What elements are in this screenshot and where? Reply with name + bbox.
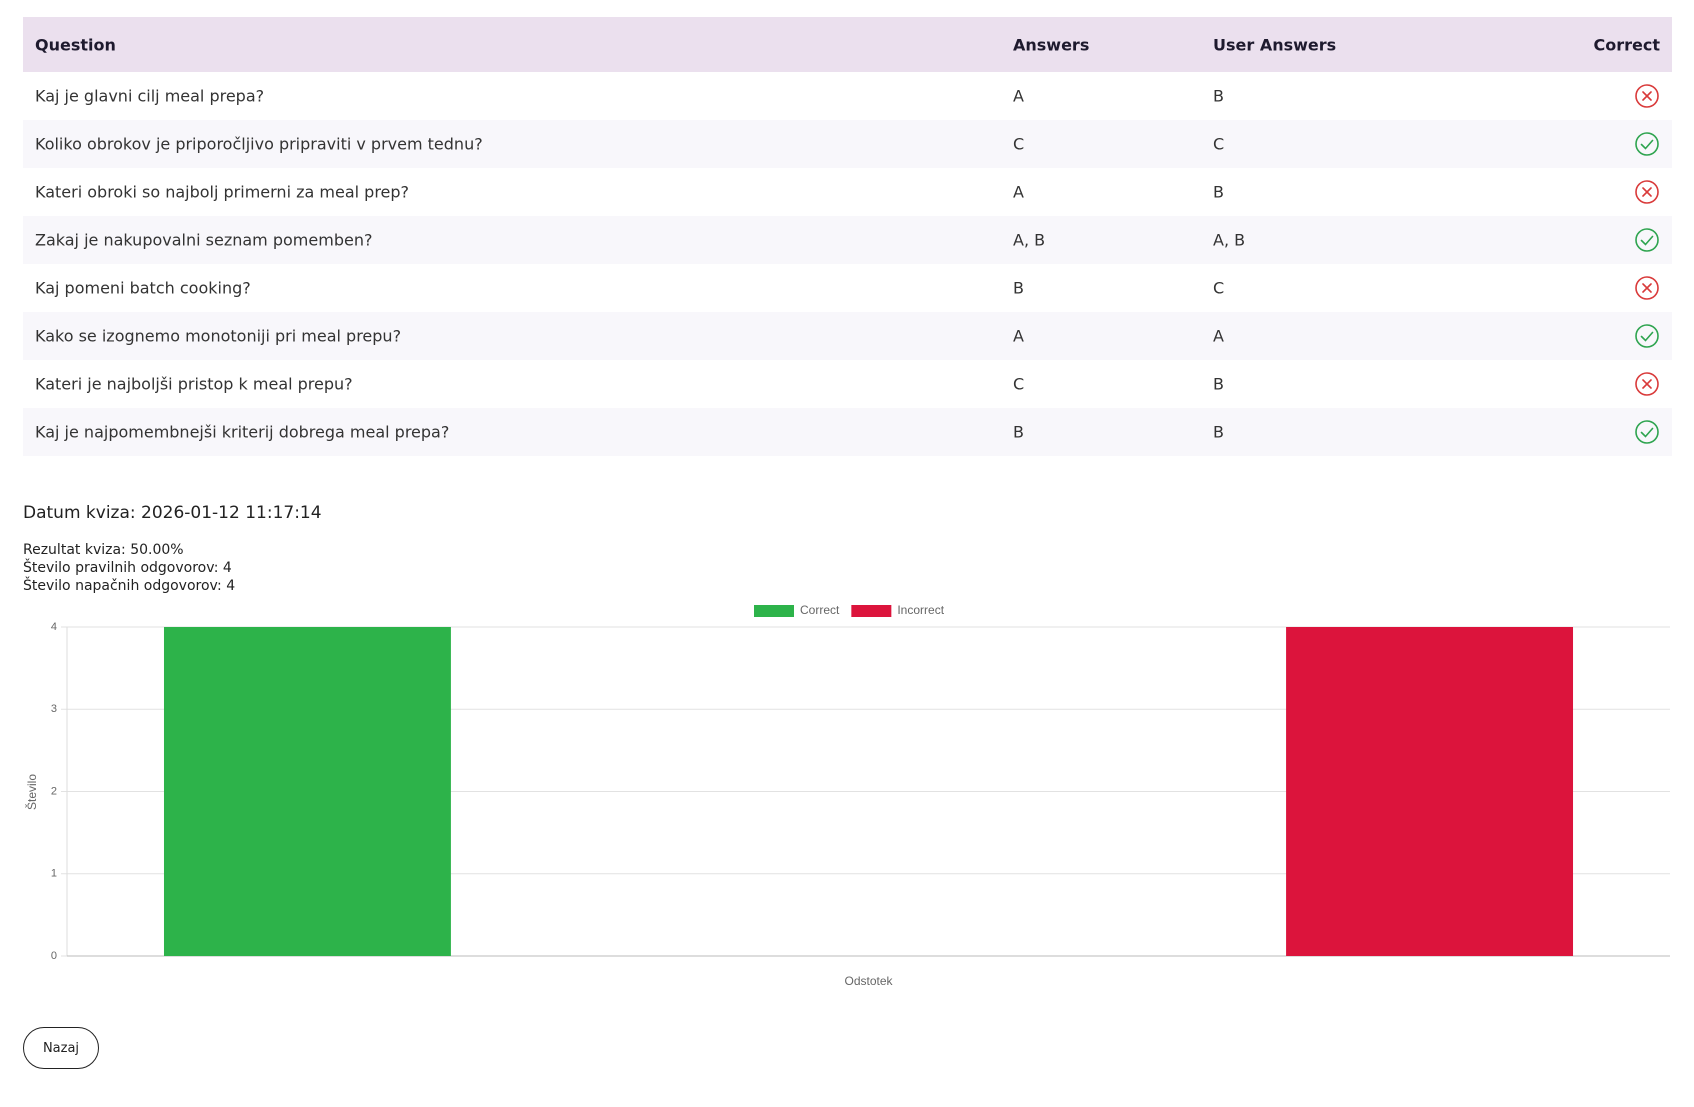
icon-glyph	[1642, 379, 1652, 389]
correct-icon	[1635, 84, 1659, 108]
user-answer-cell: B	[1213, 422, 1224, 442]
answer-cell: A	[1013, 326, 1024, 346]
y-tick-label: 1	[51, 868, 57, 880]
icon-glyph	[1642, 91, 1652, 101]
answer-cell: A	[1013, 86, 1024, 106]
icon-circle	[1635, 276, 1659, 300]
table-row: Kateri obroki so najbolj primerni za mea…	[23, 168, 1672, 216]
answer-cell: A, B	[1013, 230, 1046, 250]
icon-glyph	[1640, 331, 1654, 342]
question-cell: Koliko obrokov je priporočljivo pripravi…	[35, 134, 483, 154]
icon-circle	[1635, 180, 1659, 204]
results-table: Question Answers User Answers Correct Ka…	[23, 17, 1672, 456]
icon-glyph	[1642, 283, 1652, 293]
icon-circle	[1635, 420, 1659, 444]
answer-cell: C	[1013, 134, 1025, 154]
correct-count: Število pravilnih odgovorov: 4	[23, 560, 232, 576]
quiz-date: Datum kviza: 2026-01-12 11:17:14	[23, 503, 322, 523]
question-cell: Zakaj je nakupovalni seznam pomemben?	[35, 230, 373, 250]
bar	[1286, 627, 1574, 956]
correct-icon	[1635, 132, 1659, 156]
y-axis-label: Število	[24, 774, 39, 810]
question-cell: Kaj pomeni batch cooking?	[35, 278, 251, 298]
table-row: Kaj je glavni cilj meal prepa? A B	[23, 72, 1672, 120]
user-answer-cell: B	[1213, 182, 1224, 202]
icon-circle	[1635, 228, 1659, 252]
header-cell: Question	[35, 35, 116, 54]
table-row: Koliko obrokov je priporočljivo pripravi…	[23, 120, 1672, 168]
y-tick-label: 2	[51, 785, 57, 797]
header-cell: User Answers	[1213, 35, 1337, 54]
bar	[163, 627, 451, 956]
chart: 0 1 2 3 4 Število Odstotek Correct Incorrect	[24, 603, 1670, 988]
user-answer-cell: C	[1213, 278, 1225, 298]
icon-glyph	[1642, 187, 1652, 197]
legend-swatch	[754, 605, 794, 617]
icon-circle	[1635, 84, 1659, 108]
table-header: Question Answers User Answers Correct	[23, 17, 1672, 72]
correct-icon	[1635, 180, 1659, 204]
question-cell: Kateri je najboljši pristop k meal prepu…	[35, 374, 353, 394]
table-row: Kateri je najboljši pristop k meal prepu…	[23, 360, 1672, 408]
table-row: Kaj je najpomembnejši kriterij dobrega m…	[23, 408, 1672, 456]
answer-cell: B	[1013, 422, 1024, 442]
quiz-result: Rezultat kviza: 50.00%	[23, 542, 184, 558]
legend-swatch	[851, 605, 892, 617]
y-tick-label: 4	[51, 621, 57, 633]
answer-cell: C	[1013, 374, 1025, 394]
correct-icon	[1635, 372, 1659, 396]
answer-cell: B	[1013, 278, 1024, 298]
icon-circle	[1635, 372, 1659, 396]
back-button[interactable]: Nazaj	[23, 1027, 99, 1069]
header-cell: Correct	[1593, 35, 1661, 54]
x-tick-label: Odstotek	[844, 974, 893, 988]
correct-icon	[1635, 324, 1659, 348]
icon-glyph	[1640, 235, 1654, 246]
table-row: Kako se izognemo monotoniji pri meal pre…	[23, 312, 1672, 360]
user-answer-cell: B	[1213, 86, 1224, 106]
question-cell: Kaj je glavni cilj meal prepa?	[35, 86, 265, 106]
user-answer-cell: B	[1213, 374, 1224, 394]
user-answer-cell: C	[1213, 134, 1225, 154]
icon-circle	[1635, 132, 1659, 156]
y-tick-label: 0	[51, 950, 57, 962]
correct-icon	[1635, 276, 1659, 300]
y-tick-label: 3	[51, 703, 57, 715]
table-row: Zakaj je nakupovalni seznam pomemben? A, …	[23, 216, 1672, 264]
question-cell: Kako se izognemo monotoniji pri meal pre…	[35, 326, 402, 346]
question-cell: Kaj je najpomembnejši kriterij dobrega m…	[35, 422, 450, 442]
legend-label: Correct	[800, 603, 840, 617]
header-cell: Answers	[1013, 35, 1090, 54]
user-answer-cell: A, B	[1213, 230, 1246, 250]
icon-circle	[1635, 324, 1659, 348]
legend-label: Incorrect	[897, 603, 944, 617]
icon-glyph	[1640, 427, 1654, 438]
incorrect-count: Število napačnih odgovorov: 4	[23, 578, 236, 594]
answer-cell: A	[1013, 182, 1024, 202]
user-answer-cell: A	[1213, 326, 1224, 346]
correct-icon	[1635, 228, 1659, 252]
correct-icon	[1635, 420, 1659, 444]
table-row: Kaj pomeni batch cooking? B C	[23, 264, 1672, 312]
question-cell: Kateri obroki so najbolj primerni za mea…	[35, 182, 410, 202]
icon-glyph	[1640, 139, 1654, 150]
